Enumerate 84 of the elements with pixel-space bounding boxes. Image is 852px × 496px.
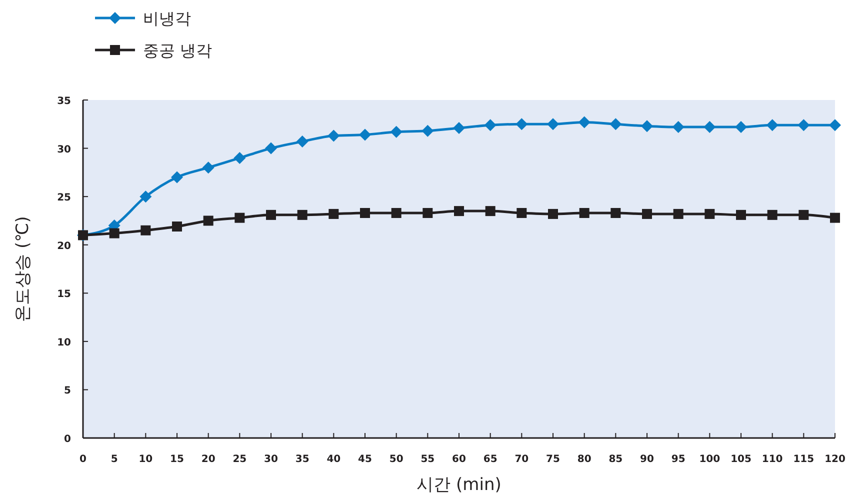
x-tick-label: 85 — [608, 454, 623, 465]
point — [798, 210, 809, 220]
x-tick-label: 90 — [640, 454, 654, 465]
y-tick-label: 0 — [64, 434, 72, 445]
point — [453, 122, 465, 134]
y-tick-label: 20 — [57, 240, 72, 252]
x-tick-label: 40 — [326, 454, 341, 465]
point — [422, 208, 433, 218]
x-tick-label: 65 — [483, 454, 498, 465]
point — [766, 119, 778, 132]
point — [641, 120, 653, 132]
point — [579, 208, 590, 218]
point — [297, 210, 308, 220]
y-axis-title: 온도상승 (℃) — [13, 216, 33, 322]
point — [109, 228, 120, 238]
legend-label: 비냉각 — [143, 9, 191, 28]
point — [172, 222, 182, 232]
x-tick-label: 45 — [358, 454, 372, 465]
x-axis-title: 시간 (min) — [416, 475, 502, 495]
point — [516, 208, 527, 218]
x-tick-label: 30 — [264, 454, 278, 465]
x-tick-label: 15 — [170, 454, 184, 465]
x-tick-label: 50 — [389, 454, 404, 465]
point — [485, 206, 496, 216]
point — [140, 225, 151, 236]
y-tick-label: 35 — [57, 96, 72, 107]
x-tick-label: 5 — [110, 454, 118, 465]
point — [171, 171, 183, 184]
point — [360, 208, 370, 218]
x-tick-label: 60 — [452, 454, 466, 465]
point — [798, 119, 810, 132]
point — [265, 142, 277, 154]
point — [391, 208, 402, 218]
point — [578, 116, 590, 128]
x-tick-label: 100 — [699, 454, 720, 465]
point — [735, 121, 747, 134]
point — [484, 119, 496, 132]
point — [673, 208, 684, 219]
x-tick-label: 95 — [671, 454, 686, 465]
point — [422, 124, 434, 137]
point — [234, 152, 246, 164]
x-tick-label: 55 — [420, 454, 435, 465]
y-tick-label: 5 — [64, 386, 72, 397]
point — [610, 208, 621, 218]
y-tick-label: 10 — [57, 337, 72, 348]
point — [610, 118, 622, 130]
x-tick-label: 110 — [762, 454, 783, 465]
x-tick-label: 75 — [546, 454, 560, 465]
point — [736, 210, 746, 220]
point — [516, 118, 528, 130]
point — [203, 216, 214, 226]
point — [704, 121, 716, 134]
point — [296, 136, 308, 148]
x-tick-label: 35 — [295, 454, 310, 465]
legend-label: 중공 냉각 — [143, 41, 212, 60]
x-tick-label: 120 — [824, 454, 846, 465]
point — [767, 210, 778, 220]
point — [140, 190, 152, 203]
point — [234, 212, 245, 223]
x-tick-label: 0 — [80, 454, 87, 465]
point — [704, 208, 715, 219]
x-tick-label: 20 — [201, 454, 216, 465]
x-tick-label: 105 — [730, 454, 752, 465]
point — [672, 121, 684, 134]
x-tick-label: 115 — [793, 454, 814, 465]
point — [547, 118, 559, 130]
x-tick-label: 70 — [514, 454, 529, 465]
point — [266, 210, 276, 220]
x-tick-label: 10 — [138, 454, 153, 465]
point — [328, 130, 340, 142]
point — [328, 208, 339, 219]
y-tick-label: 15 — [57, 289, 72, 300]
y-tick-label: 25 — [57, 192, 72, 204]
x-tick-label: 80 — [577, 454, 592, 465]
y-tick-label: 30 — [57, 144, 72, 156]
point — [829, 119, 841, 132]
point — [359, 128, 371, 141]
point — [454, 206, 464, 216]
point — [202, 162, 214, 174]
x-tick-label: 25 — [232, 454, 247, 465]
point — [548, 208, 558, 219]
point — [830, 212, 840, 223]
point — [390, 126, 402, 138]
point — [642, 208, 652, 219]
